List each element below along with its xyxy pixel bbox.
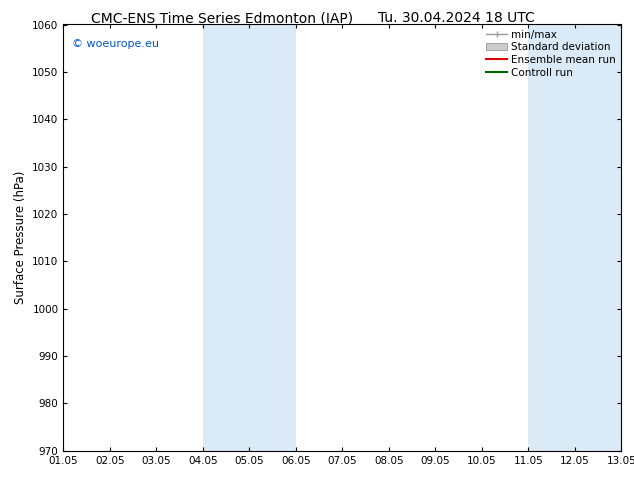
Bar bbox=[203, 24, 296, 451]
Text: © woeurope.eu: © woeurope.eu bbox=[72, 39, 158, 49]
Text: Tu. 30.04.2024 18 UTC: Tu. 30.04.2024 18 UTC bbox=[378, 11, 535, 25]
Y-axis label: Surface Pressure (hPa): Surface Pressure (hPa) bbox=[14, 171, 27, 304]
Legend: min/max, Standard deviation, Ensemble mean run, Controll run: min/max, Standard deviation, Ensemble me… bbox=[484, 27, 618, 79]
Text: CMC-ENS Time Series Edmonton (IAP): CMC-ENS Time Series Edmonton (IAP) bbox=[91, 11, 353, 25]
Bar bbox=[528, 24, 621, 451]
